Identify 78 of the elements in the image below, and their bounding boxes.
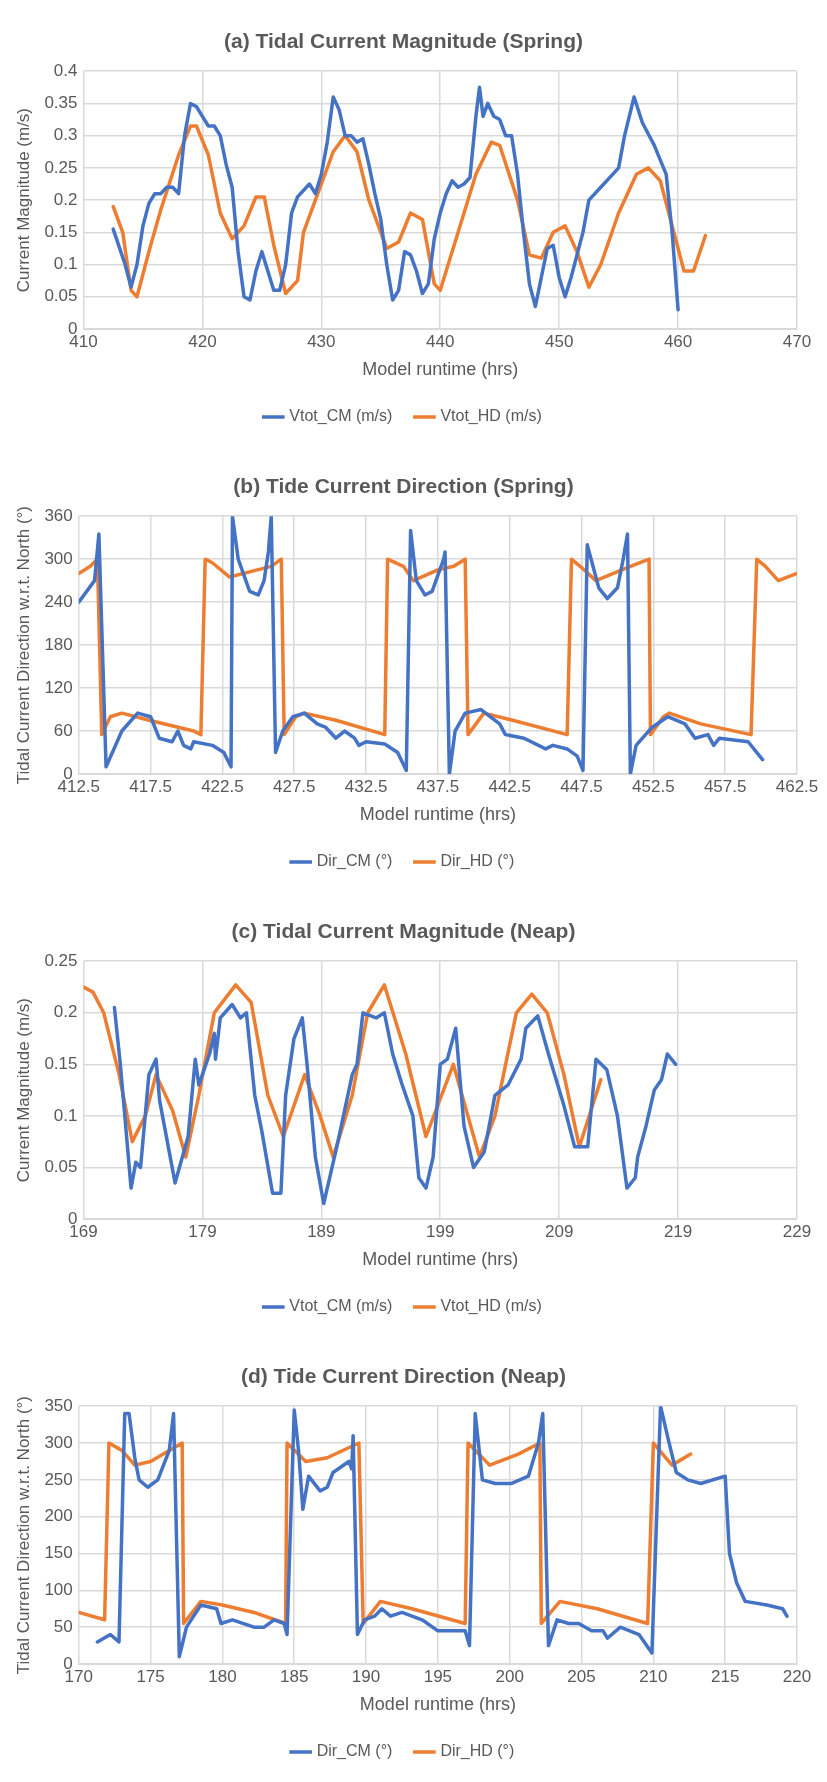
x-tick-label: 462.5 bbox=[775, 776, 819, 796]
y-tick-label: 60 bbox=[53, 720, 73, 740]
x-tick-label: 195 bbox=[423, 1666, 453, 1686]
y-tick-label: 200 bbox=[44, 1506, 73, 1526]
x-tick-label: 185 bbox=[280, 1666, 309, 1686]
y-tick-label: 180 bbox=[44, 634, 73, 654]
x-tick-label: 450 bbox=[544, 331, 574, 351]
x-tick-label: 180 bbox=[208, 1666, 237, 1686]
y-tick-label: 50 bbox=[53, 1616, 73, 1636]
x-tick-label: 179 bbox=[188, 1221, 217, 1241]
x-tick-label: 432.5 bbox=[344, 776, 388, 796]
x-axis-title: Model runtime (hrs) bbox=[359, 1694, 516, 1715]
chart-title: (c) Tidal Current Magnitude (Neap) bbox=[231, 919, 576, 943]
y-tick-label: 360 bbox=[44, 505, 73, 525]
y-tick-label: 240 bbox=[44, 591, 73, 611]
x-tick-label: 430 bbox=[307, 331, 336, 351]
legend-label: Vtot_CM (m/s) bbox=[289, 1297, 393, 1316]
legend-label: Dir_CM (°) bbox=[316, 1742, 393, 1761]
legend-label: Dir_HD (°) bbox=[440, 1742, 515, 1761]
x-tick-label: 200 bbox=[495, 1666, 524, 1686]
x-tick-label: 175 bbox=[136, 1666, 165, 1686]
legend-label: Dir_HD (°) bbox=[440, 852, 515, 871]
y-tick-label: 300 bbox=[44, 548, 73, 568]
x-tick-label: 457.5 bbox=[703, 776, 747, 796]
y-tick-label: 0.35 bbox=[44, 93, 78, 113]
x-axis-title: Model runtime (hrs) bbox=[359, 804, 516, 825]
x-tick-label: 189 bbox=[307, 1221, 336, 1241]
legend-label: Vtot_HD (m/s) bbox=[440, 407, 542, 426]
y-tick-label: 0.15 bbox=[44, 1054, 78, 1074]
y-tick-label: 0.1 bbox=[53, 254, 78, 274]
chart-title: (b) Tide Current Direction (Spring) bbox=[233, 474, 574, 498]
x-tick-label: 422.5 bbox=[201, 776, 244, 796]
x-tick-label: 427.5 bbox=[272, 776, 316, 796]
y-tick-label: 0.2 bbox=[53, 1002, 78, 1022]
legend-label: Vtot_HD (m/s) bbox=[440, 1297, 542, 1316]
legend-label: Dir_CM (°) bbox=[316, 852, 393, 871]
y-tick-label: 0.1 bbox=[53, 1105, 78, 1125]
x-tick-label: 452.5 bbox=[632, 776, 675, 796]
y-tick-label: 120 bbox=[44, 677, 73, 697]
y-tick-label: 100 bbox=[44, 1580, 73, 1600]
y-tick-label: 250 bbox=[44, 1469, 73, 1489]
y-axis-title: Current Magnitude (m/s) bbox=[13, 107, 33, 293]
x-tick-label: 442.5 bbox=[488, 776, 531, 796]
y-axis-title: Current Magnitude (m/s) bbox=[13, 997, 33, 1183]
chart-title: (d) Tide Current Direction (Neap) bbox=[240, 1364, 567, 1388]
x-tick-label: 209 bbox=[544, 1221, 574, 1241]
x-tick-label: 440 bbox=[426, 331, 455, 351]
x-tick-label: 417.5 bbox=[129, 776, 172, 796]
y-tick-label: 0.2 bbox=[53, 189, 78, 209]
y-tick-label: 0.4 bbox=[53, 60, 78, 80]
y-tick-label: 0.25 bbox=[44, 950, 78, 970]
x-tick-label: 420 bbox=[188, 331, 217, 351]
chart-title: (a) Tidal Current Magnitude (Spring) bbox=[224, 29, 583, 53]
y-axis-title: Tidal Current Direction w.r.t. North (°) bbox=[13, 505, 33, 785]
x-tick-label: 215 bbox=[710, 1666, 740, 1686]
y-tick-label: 0.15 bbox=[44, 222, 78, 242]
y-tick-label: 300 bbox=[44, 1432, 73, 1452]
x-tick-label: 205 bbox=[567, 1666, 596, 1686]
x-tick-label: 437.5 bbox=[416, 776, 460, 796]
x-tick-label: 210 bbox=[639, 1666, 668, 1686]
y-tick-label: 0.05 bbox=[44, 286, 78, 306]
y-tick-label: 0.3 bbox=[53, 125, 78, 145]
x-tick-label: 220 bbox=[782, 1666, 812, 1686]
y-tick-label: 0.05 bbox=[44, 1157, 78, 1177]
x-tick-label: 229 bbox=[782, 1221, 812, 1241]
legend-label: Vtot_CM (m/s) bbox=[289, 407, 393, 426]
x-axis-title: Model runtime (hrs) bbox=[362, 359, 519, 380]
x-tick-label: 219 bbox=[663, 1221, 693, 1241]
x-tick-label: 470 bbox=[782, 331, 812, 351]
y-tick-label: 150 bbox=[44, 1543, 73, 1563]
y-axis-title: Tidal Current Direction w.r.t. North (°) bbox=[13, 1395, 33, 1675]
y-tick-label: 0.25 bbox=[44, 157, 78, 177]
y-tick-label: 350 bbox=[44, 1395, 73, 1415]
x-tick-label: 447.5 bbox=[560, 776, 603, 796]
x-tick-label: 199 bbox=[426, 1221, 455, 1241]
x-axis-title: Model runtime (hrs) bbox=[362, 1249, 519, 1270]
x-tick-label: 460 bbox=[663, 331, 693, 351]
x-tick-label: 190 bbox=[351, 1666, 381, 1686]
